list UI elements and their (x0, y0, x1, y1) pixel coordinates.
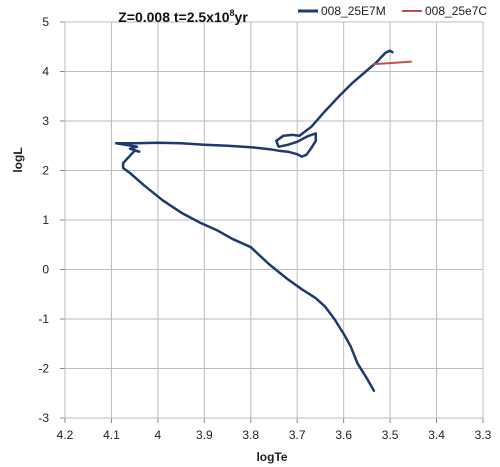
x-tick-label: 3.4 (428, 428, 445, 442)
chart-title-unit: yr (235, 9, 249, 25)
y-tick-label: 0 (42, 263, 49, 277)
x-tick-label: 4.2 (57, 428, 74, 442)
x-tick-label: 4.1 (103, 428, 120, 442)
y-tick-label: 3 (42, 114, 49, 128)
x-tick-label: 4 (155, 428, 162, 442)
legend-label-series-1: 008_25E7M (321, 4, 386, 18)
legend: 008_25E7M 008_25e7C (298, 4, 487, 18)
y-tick-label: 5 (42, 15, 49, 29)
series-line-1 (114, 49, 394, 393)
x-tick-label: 3.7 (289, 428, 306, 442)
y-tick-label: 4 (42, 65, 49, 79)
legend-label-series-2: 008_25e7C (425, 4, 487, 18)
tick-labels: 4.2 4.1 4 3.9 3.8 3.7 3.6 3.5 3.4 3.3 -3 -2 -1 0 1 2 3 4 5 (38, 15, 491, 442)
series-lines (114, 49, 412, 393)
chart-title-main: Z=0.008 t=2.5x10 (118, 9, 230, 25)
chart-title-superscript: 8 (230, 8, 235, 18)
y-tick-label: -1 (38, 312, 49, 326)
chart-title: Z=0.008 t=2.5x108yr (118, 8, 248, 25)
plot-area-border (64, 21, 484, 419)
x-tick-label: 3.6 (335, 428, 352, 442)
axes (60, 21, 484, 423)
x-tick-label: 3.5 (382, 428, 399, 442)
y-axis-title: logL (11, 147, 25, 172)
grid-lines (64, 21, 484, 419)
series-line-2 (372, 60, 412, 66)
x-tick-label: 3.3 (475, 428, 492, 442)
y-tick-label: 2 (42, 164, 49, 178)
y-tick-label: 1 (42, 213, 49, 227)
y-tick-label: -3 (38, 411, 49, 425)
x-tick-label: 3.8 (242, 428, 259, 442)
x-tick-label: 3.9 (196, 428, 213, 442)
x-axis-title: logTe (256, 450, 287, 464)
y-tick-label: -2 (38, 362, 49, 376)
